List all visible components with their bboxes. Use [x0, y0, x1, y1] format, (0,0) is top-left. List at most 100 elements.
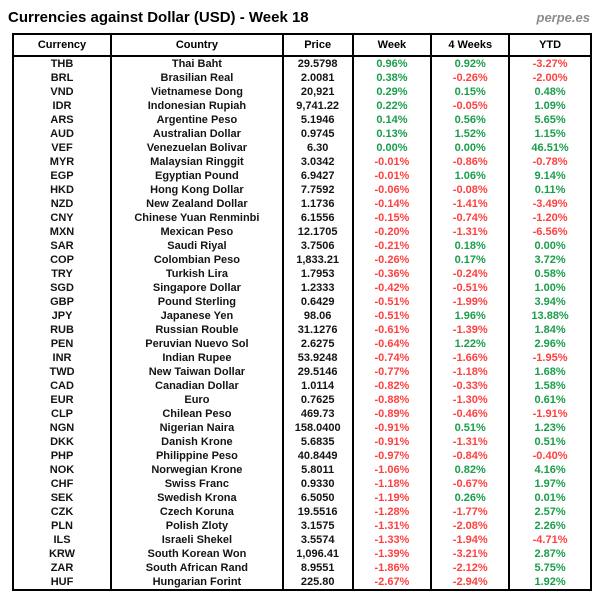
price-cell: 6.9427 [281, 169, 354, 183]
four-weeks-change-cell: 1.06% [430, 169, 511, 183]
week-change-cell: -0.64% [351, 337, 433, 351]
country-cell: Mexican Peso [110, 225, 284, 239]
table-row: SEK Swedish Krona 6.5050 -1.19% 0.26% 0.01% [11, 491, 592, 505]
table-row: SAR Saudi Riyal 3.7506 -0.21% 0.18% 0.00% [11, 239, 592, 253]
week-change-cell: -0.15% [351, 211, 433, 225]
week-change-cell: -0.01% [351, 155, 433, 169]
week-change-cell: -2.67% [351, 575, 433, 590]
country-cell: Swedish Krona [110, 491, 284, 505]
price-cell: 0.6429 [281, 295, 354, 309]
country-cell: Saudi Riyal [110, 239, 284, 253]
four-weeks-change-cell: -0.33% [430, 379, 511, 393]
price-cell: 3.5574 [281, 533, 354, 547]
table-row: PHP Philippine Peso 40.8449 -0.97% -0.84% -0.… [11, 449, 592, 463]
table-row: JPY Japanese Yen 98.06 -0.51% 1.96% 13.88% [11, 309, 592, 323]
price-cell: 19.5516 [281, 505, 354, 519]
four-weeks-change-cell: 0.92% [430, 56, 511, 71]
four-weeks-change-cell: 0.15% [430, 85, 511, 99]
week-change-cell: -0.89% [351, 407, 433, 421]
ytd-change-cell: 5.75% [508, 561, 592, 575]
country-cell: Vietnamese Dong [110, 85, 284, 99]
price-cell: 0.7625 [281, 393, 354, 407]
four-weeks-change-cell: -1.41% [430, 197, 511, 211]
currency-code-cell: ILS [11, 533, 113, 547]
ytd-change-cell: 0.51% [508, 435, 592, 449]
four-weeks-change-cell: -1.18% [430, 365, 511, 379]
currency-code-cell: ARS [11, 113, 113, 127]
country-cell: Chilean Peso [110, 407, 284, 421]
four-weeks-change-cell: -0.46% [430, 407, 511, 421]
price-cell: 98.06 [281, 309, 354, 323]
price-cell: 29.5146 [281, 365, 354, 379]
week-change-cell: -1.28% [351, 505, 433, 519]
ytd-change-cell: 2.87% [508, 547, 592, 561]
currency-code-cell: NOK [11, 463, 113, 477]
table-row: GBP Pound Sterling 0.6429 -0.51% -1.99% 3.94% [11, 295, 592, 309]
country-cell: Egyptian Pound [110, 169, 284, 183]
week-change-cell: -1.86% [351, 561, 433, 575]
currency-code-cell: CNY [11, 211, 113, 225]
currency-code-cell: CHF [11, 477, 113, 491]
four-weeks-change-cell: 1.22% [430, 337, 511, 351]
week-change-cell: -0.91% [351, 435, 433, 449]
table-row: RUB Russian Rouble 31.1276 -0.61% -1.39% 1.84… [11, 323, 592, 337]
four-weeks-change-cell: 0.26% [430, 491, 511, 505]
country-cell: Peruvian Nuevo Sol [110, 337, 284, 351]
table-row: TRY Turkish Lira 1.7953 -0.36% -0.24% 0.58% [11, 267, 592, 281]
table-row: SGD Singapore Dollar 1.2333 -0.42% -0.51% 1.0… [11, 281, 592, 295]
currency-code-cell: EUR [11, 393, 113, 407]
country-cell: Euro [110, 393, 284, 407]
country-cell: Argentine Peso [110, 113, 284, 127]
column-header-week: Week [351, 33, 433, 57]
price-cell: 469.73 [281, 407, 354, 421]
price-cell: 53.9248 [281, 351, 354, 365]
currency-code-cell: PHP [11, 449, 113, 463]
ytd-change-cell: -0.40% [508, 449, 592, 463]
table-row: AUD Australian Dollar 0.9745 0.13% 1.52% 1.15… [11, 127, 592, 141]
four-weeks-change-cell: -0.08% [430, 183, 511, 197]
table-row: VND Vietnamese Dong 20,921 0.29% 0.15% 0.48% [11, 85, 592, 99]
table-row: EGP Egyptian Pound 6.9427 -0.01% 1.06% 9.14% [11, 169, 592, 183]
four-weeks-change-cell: -0.86% [430, 155, 511, 169]
four-weeks-change-cell: -0.67% [430, 477, 511, 491]
country-cell: South Korean Won [110, 547, 284, 561]
four-weeks-change-cell: -0.84% [430, 449, 511, 463]
ytd-change-cell: 0.61% [508, 393, 592, 407]
ytd-change-cell: 3.94% [508, 295, 592, 309]
currency-code-cell: GBP [11, 295, 113, 309]
currency-code-cell: TRY [11, 267, 113, 281]
week-change-cell: 0.38% [351, 71, 433, 85]
currency-table-body: THB Thai Baht 29.5798 0.96% 0.92% -3.27% BRL Br… [11, 56, 592, 590]
price-cell: 6.30 [281, 141, 354, 155]
ytd-change-cell: 0.58% [508, 267, 592, 281]
price-cell: 1.2333 [281, 281, 354, 295]
week-change-cell: -0.61% [351, 323, 433, 337]
country-cell: Hungarian Forint [110, 575, 284, 590]
currency-code-cell: MXN [11, 225, 113, 239]
week-change-cell: 0.22% [351, 99, 433, 113]
ytd-change-cell: 13.88% [508, 309, 592, 323]
table-row: KRW South Korean Won 1,096.41 -1.39% -3.21% 2… [11, 547, 592, 561]
table-row: PEN Peruvian Nuevo Sol 2.6275 -0.64% 1.22% 2.… [11, 337, 592, 351]
week-change-cell: -0.42% [351, 281, 433, 295]
currency-code-cell: SEK [11, 491, 113, 505]
price-cell: 12.1705 [281, 225, 354, 239]
table-row: ZAR South African Rand 8.9551 -1.86% -2.12% 5… [11, 561, 592, 575]
table-row: NGN Nigerian Naira 158.0400 -0.91% 0.51% 1.23… [11, 421, 592, 435]
table-row: IDR Indonesian Rupiah 9,741.22 0.22% -0.05% 1… [11, 99, 592, 113]
country-cell: Venezuelan Bolivar [110, 141, 284, 155]
currency-code-cell: JPY [11, 309, 113, 323]
table-row: NZD New Zealand Dollar 1.1736 -0.14% -1.41% -… [11, 197, 592, 211]
four-weeks-change-cell: -1.66% [430, 351, 511, 365]
week-change-cell: -0.26% [351, 253, 433, 267]
ytd-change-cell: 1.15% [508, 127, 592, 141]
price-cell: 158.0400 [281, 421, 354, 435]
country-cell: Czech Koruna [110, 505, 284, 519]
four-weeks-change-cell: -0.24% [430, 267, 511, 281]
ytd-change-cell: -3.27% [508, 56, 592, 71]
price-cell: 31.1276 [281, 323, 354, 337]
table-row: HKD Hong Kong Dollar 7.7592 -0.06% -0.08% 0.1… [11, 183, 592, 197]
currency-code-cell: CLP [11, 407, 113, 421]
table-row: NOK Norwegian Krone 5.8011 -1.06% 0.82% 4.16% [11, 463, 592, 477]
four-weeks-change-cell: -0.74% [430, 211, 511, 225]
